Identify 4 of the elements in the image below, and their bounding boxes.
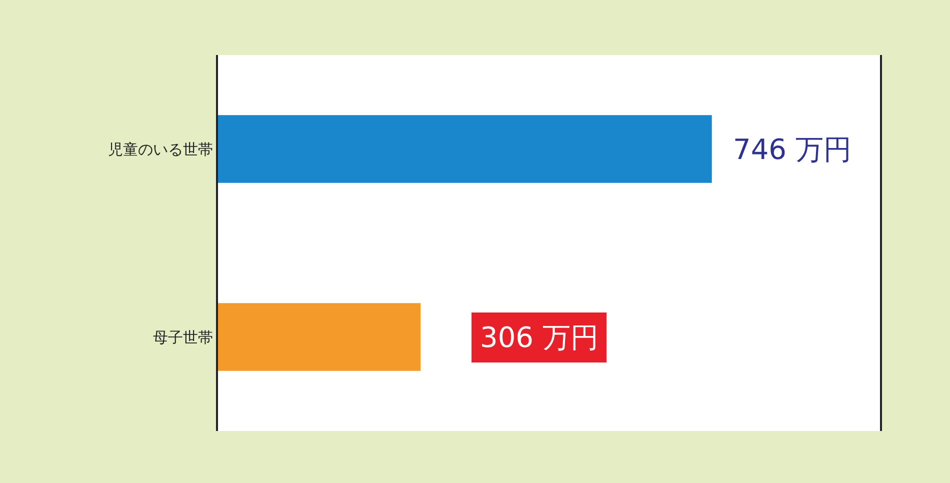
y-tick-label: 児童のいる世帯 — [108, 140, 213, 158]
y-tick-label: 母子世帯 — [153, 328, 213, 346]
data-label: 746 万円 — [733, 133, 852, 166]
data-label: 306 万円 — [480, 321, 598, 354]
